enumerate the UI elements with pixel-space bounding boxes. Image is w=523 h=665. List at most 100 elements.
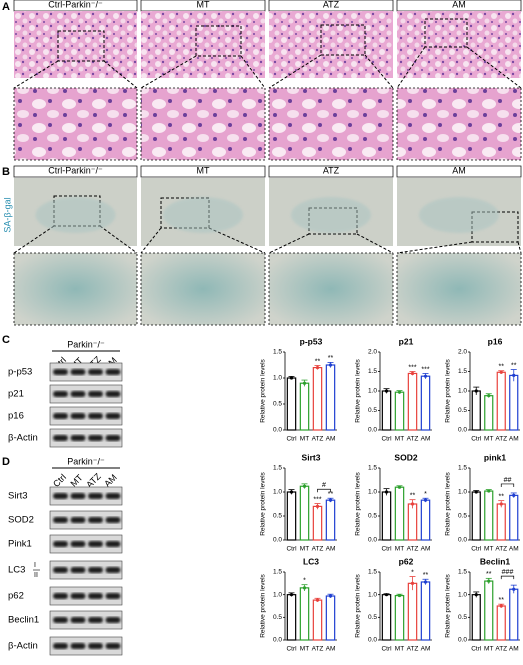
significance: **	[499, 493, 505, 500]
bar	[407, 503, 418, 541]
blot-band	[70, 493, 86, 499]
bar	[407, 372, 418, 431]
x-tick-label: Ctrl	[286, 646, 297, 653]
significance: ***	[313, 496, 321, 503]
stain-label: SA-β-gal	[2, 197, 12, 232]
chart-title: p16	[488, 336, 503, 346]
row-label: p16	[8, 411, 24, 422]
bar	[286, 377, 297, 431]
comparison-bracket	[500, 483, 515, 487]
zoom-line	[396, 241, 473, 254]
column-header: AM	[452, 165, 466, 175]
y-tick-label: 1.0	[458, 388, 467, 395]
y-tick-label: 0.5	[273, 401, 282, 408]
bar-dot	[423, 498, 428, 502]
y-tick-label: 1.5	[458, 465, 467, 472]
stain-patch	[35, 197, 116, 233]
bar-dot	[474, 389, 478, 393]
blot-band	[53, 369, 68, 375]
bar	[325, 499, 336, 541]
blot-membrane	[49, 362, 123, 382]
bar	[471, 491, 481, 541]
stain-patch	[419, 197, 499, 233]
zoom-line	[208, 227, 266, 254]
column-header: Ctrl-Parkin⁻/⁻	[48, 0, 103, 9]
blot-band	[70, 541, 86, 547]
stain-patch	[163, 197, 243, 233]
zoom-line	[240, 55, 266, 89]
y-tick-label: 1.0	[368, 489, 377, 496]
bar	[394, 391, 405, 431]
y-axis-label: Relative protein levels	[260, 471, 267, 535]
blot-membrane	[49, 610, 123, 630]
y-tick-label: 0.0	[458, 637, 467, 644]
bar-dot	[423, 580, 428, 584]
x-tick-label: Ctrl	[381, 546, 392, 553]
chart-title: p-p53	[300, 336, 323, 346]
panel-label: B	[2, 166, 10, 178]
micrograph-zoom	[268, 87, 394, 161]
bar	[420, 499, 431, 541]
blot-band	[88, 493, 103, 499]
chart-title: LC3	[303, 556, 319, 566]
bar-dot	[315, 366, 320, 370]
y-axis-label: Relative protein levels	[445, 471, 452, 535]
y-tick-label: 1.0	[273, 375, 282, 382]
bar	[471, 390, 481, 431]
bar	[496, 503, 506, 541]
column-header: Ctrl-Parkin⁻/⁻	[48, 165, 103, 175]
y-tick-label: 0.0	[273, 537, 282, 544]
blot-membrane	[49, 586, 123, 606]
group-label: Parkin⁻/⁻	[67, 339, 105, 349]
blot-membrane	[49, 560, 123, 580]
significance: **	[328, 491, 334, 498]
zoom-line	[364, 54, 394, 89]
blot-membrane	[49, 406, 123, 426]
y-tick-label: 1.5	[368, 569, 377, 576]
row-label: LC3	[8, 565, 25, 576]
zoom-line	[466, 46, 522, 89]
y-tick-label: 1.5	[458, 368, 467, 375]
bar-dot	[289, 490, 294, 494]
y-tick-label: 0.0	[368, 537, 377, 544]
bar	[484, 490, 494, 541]
bar	[420, 581, 431, 641]
zoom-box	[195, 25, 242, 57]
lane-label: AM	[102, 472, 119, 489]
y-tick-label: 1.0	[273, 489, 282, 496]
bar	[394, 594, 405, 641]
micrograph-zoom	[396, 87, 522, 161]
x-tick-label: ATZ	[495, 546, 507, 553]
zoom-box	[320, 24, 366, 56]
micrograph	[14, 11, 137, 78]
bar-dot	[289, 376, 294, 380]
lane-label: MT	[68, 472, 85, 489]
y-tick-label: 0.5	[273, 513, 282, 520]
x-tick-label: ATZ	[407, 546, 419, 553]
micrograph-zoom	[13, 252, 138, 326]
bar-dot	[487, 394, 491, 398]
bar-dot	[328, 594, 333, 598]
blot-band	[53, 567, 68, 573]
bar-dot	[499, 502, 503, 506]
x-tick-label: Ctrl	[286, 436, 297, 443]
bar	[407, 582, 418, 641]
blot-band	[53, 541, 68, 547]
blot-band	[70, 435, 86, 441]
comparison-label: #	[322, 482, 326, 489]
panel-label: D	[2, 456, 10, 468]
zoom-line	[356, 233, 394, 254]
bar-dot	[397, 390, 402, 394]
blot-band	[105, 493, 121, 499]
y-tick-label: 1.5	[368, 368, 377, 375]
panel-label: C	[2, 334, 10, 346]
bar-dot	[499, 370, 503, 374]
blot-band	[105, 541, 121, 547]
bar	[496, 605, 506, 641]
y-tick-label: 2.0	[458, 349, 467, 356]
blot-band	[105, 517, 121, 523]
x-tick-label: MT	[484, 546, 493, 553]
significance: ***	[408, 364, 416, 371]
x-tick-label: MT	[300, 546, 309, 553]
y-axis-label: Relative protein levels	[260, 358, 267, 422]
